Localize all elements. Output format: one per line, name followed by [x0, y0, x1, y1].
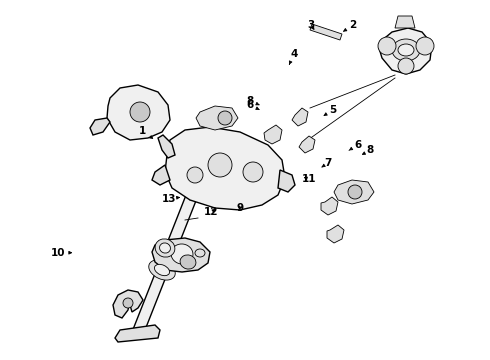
Text: 8: 8 — [246, 96, 259, 106]
Polygon shape — [379, 28, 432, 74]
Ellipse shape — [195, 249, 205, 257]
Circle shape — [208, 153, 232, 177]
Text: 12: 12 — [203, 207, 218, 217]
Ellipse shape — [149, 260, 175, 280]
Polygon shape — [113, 290, 143, 318]
Polygon shape — [299, 136, 315, 153]
Ellipse shape — [171, 244, 193, 264]
Circle shape — [218, 111, 232, 125]
Circle shape — [348, 185, 362, 199]
Ellipse shape — [154, 264, 170, 276]
Circle shape — [123, 298, 133, 308]
Circle shape — [398, 58, 414, 74]
Polygon shape — [327, 225, 344, 243]
Polygon shape — [196, 106, 238, 130]
Polygon shape — [321, 197, 338, 215]
Text: 6: 6 — [246, 100, 259, 110]
Polygon shape — [334, 180, 374, 204]
Circle shape — [243, 162, 263, 182]
Polygon shape — [264, 125, 282, 144]
Ellipse shape — [160, 243, 171, 253]
Polygon shape — [395, 16, 415, 28]
Polygon shape — [158, 135, 175, 158]
Polygon shape — [310, 24, 342, 40]
Text: 3: 3 — [308, 20, 315, 30]
Circle shape — [187, 167, 203, 183]
Text: 1: 1 — [139, 126, 153, 138]
Polygon shape — [165, 127, 285, 210]
Circle shape — [378, 37, 396, 55]
Text: 13: 13 — [162, 194, 179, 204]
Text: 8: 8 — [363, 145, 373, 156]
Text: 5: 5 — [324, 105, 337, 116]
Polygon shape — [115, 325, 160, 342]
Text: 9: 9 — [237, 203, 244, 213]
Text: 11: 11 — [301, 174, 316, 184]
Circle shape — [130, 102, 150, 122]
Polygon shape — [132, 183, 203, 332]
Circle shape — [416, 37, 434, 55]
Text: 6: 6 — [349, 140, 361, 150]
Polygon shape — [107, 85, 170, 140]
Polygon shape — [90, 118, 110, 135]
Ellipse shape — [180, 255, 196, 269]
Polygon shape — [278, 170, 295, 192]
Polygon shape — [292, 108, 308, 126]
Text: 7: 7 — [322, 158, 332, 168]
Ellipse shape — [398, 44, 414, 56]
Ellipse shape — [392, 39, 420, 61]
Text: 4: 4 — [289, 49, 298, 64]
Polygon shape — [152, 238, 210, 272]
Text: 10: 10 — [50, 248, 72, 258]
Ellipse shape — [155, 239, 175, 257]
Polygon shape — [152, 165, 170, 185]
Text: 2: 2 — [343, 20, 356, 31]
